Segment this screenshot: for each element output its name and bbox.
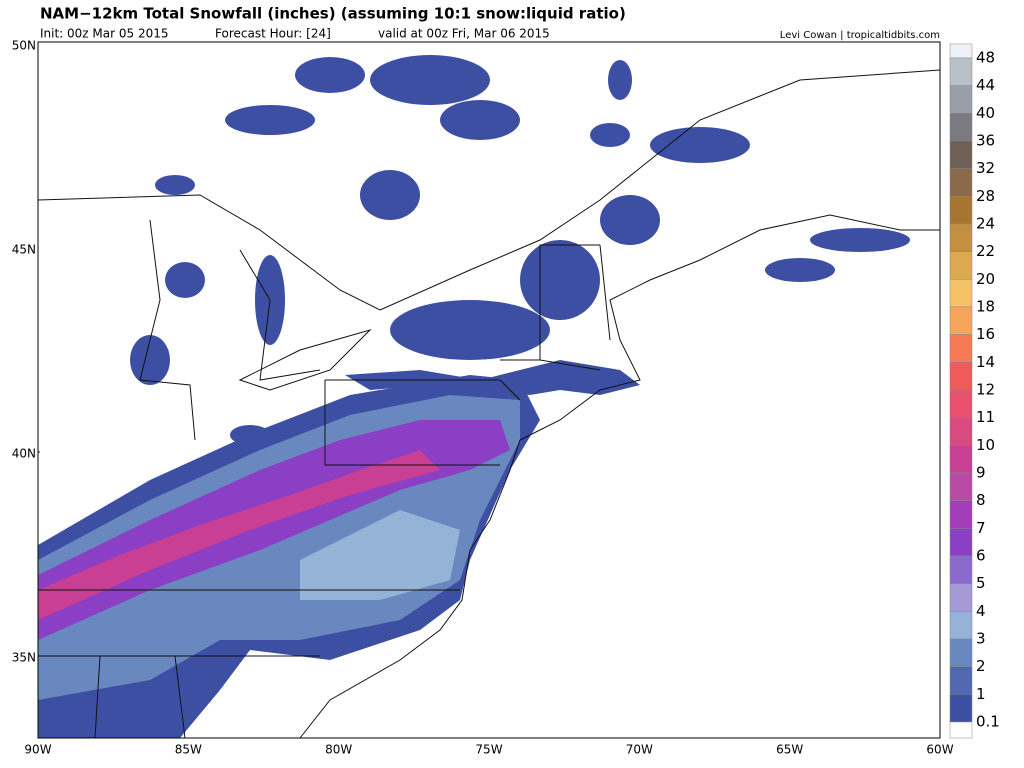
colorbar-label: 22 xyxy=(976,242,995,260)
forecast-hour: Forecast Hour: [24] xyxy=(215,27,331,41)
colorbar-cell xyxy=(949,251,973,280)
init-time: Init: 00z Mar 05 2015 xyxy=(40,27,169,41)
colorbar: 4844403632282422201816141211109876543210… xyxy=(949,43,1000,739)
axes: 50N 45N 40N 35N 90W 85W 80W 75W 70W 65W 60W xyxy=(12,39,954,757)
colorbar-label: 5 xyxy=(976,574,986,592)
lon-label: 65W xyxy=(776,743,803,757)
lon-label: 60W xyxy=(926,743,953,757)
colorbar-cell xyxy=(949,694,973,723)
colorbar-label: 16 xyxy=(976,325,995,343)
colorbar-label: 12 xyxy=(976,381,995,399)
colorbar-label: 36 xyxy=(976,132,995,150)
snow-core xyxy=(38,450,440,620)
lon-label: 85W xyxy=(175,743,202,757)
colorbar-label: 10 xyxy=(976,436,995,454)
colorbar-label: 3 xyxy=(976,630,986,648)
title: NAM−12km Total Snowfall (inches) (assumi… xyxy=(40,5,626,23)
colorbar-cell xyxy=(949,417,973,446)
colorbar-label: 18 xyxy=(976,298,995,316)
lon-label: 70W xyxy=(626,743,653,757)
lon-label: 75W xyxy=(475,743,502,757)
map-frame xyxy=(37,41,941,739)
colorbar-bottom-cell xyxy=(949,721,973,739)
colorbar-label: 40 xyxy=(976,104,995,122)
valid-time: valid at 00z Fri, Mar 06 2015 xyxy=(378,27,550,41)
colorbar-label: 9 xyxy=(976,464,986,482)
credit: Levi Cowan | tropicaltidbits.com xyxy=(780,30,940,41)
colorbar-cell xyxy=(949,223,973,252)
colorbar-label: 44 xyxy=(976,76,995,94)
colorbar-label: 28 xyxy=(976,187,995,205)
colorbar-cell xyxy=(949,389,973,418)
colorbar-cell xyxy=(949,140,973,169)
colorbar-cell xyxy=(949,113,973,142)
colorbar-label: 4 xyxy=(976,602,986,620)
colorbar-label: 48 xyxy=(976,49,995,67)
colorbar-label: 8 xyxy=(976,491,986,509)
colorbar-cell xyxy=(949,362,973,391)
colorbar-label: 6 xyxy=(976,547,986,565)
colorbar-cell xyxy=(949,85,973,114)
colorbar-label: 14 xyxy=(976,353,995,371)
colorbar-label: 1 xyxy=(976,685,986,703)
colorbar-cell xyxy=(949,334,973,363)
colorbar-label: 7 xyxy=(976,519,986,537)
lat-label: 35N xyxy=(12,651,36,665)
lat-label: 50N xyxy=(12,39,36,53)
colorbar-cell xyxy=(949,168,973,197)
colorbar-cell xyxy=(949,196,973,225)
colorbar-cell xyxy=(949,611,973,640)
lat-label: 45N xyxy=(12,243,36,257)
colorbar-cell xyxy=(949,472,973,501)
colorbar-cell xyxy=(949,555,973,584)
colorbar-cell xyxy=(949,306,973,335)
lon-label: 80W xyxy=(325,743,352,757)
colorbar-cell xyxy=(949,666,973,695)
snow-3in xyxy=(300,510,460,600)
colorbar-cell xyxy=(949,279,973,308)
colorbar-label: 20 xyxy=(976,270,995,288)
colorbar-cell xyxy=(949,583,973,612)
colorbar-label: 24 xyxy=(976,215,995,233)
colorbar-cell xyxy=(949,500,973,529)
colorbar-cell xyxy=(949,57,973,86)
lon-label: 90W xyxy=(24,743,51,757)
boundaries xyxy=(37,69,941,739)
colorbar-label: 2 xyxy=(976,657,986,675)
colorbar-cell xyxy=(949,528,973,557)
colorbar-cell xyxy=(949,445,973,474)
map xyxy=(37,41,941,739)
colorbar-label: 32 xyxy=(976,159,995,177)
colorbar-label: 0.1 xyxy=(976,713,1000,731)
colorbar-cell xyxy=(949,638,973,667)
colorbar-label: 11 xyxy=(976,408,995,426)
lat-label: 40N xyxy=(12,447,36,461)
colorbar-top-cell xyxy=(949,43,973,59)
